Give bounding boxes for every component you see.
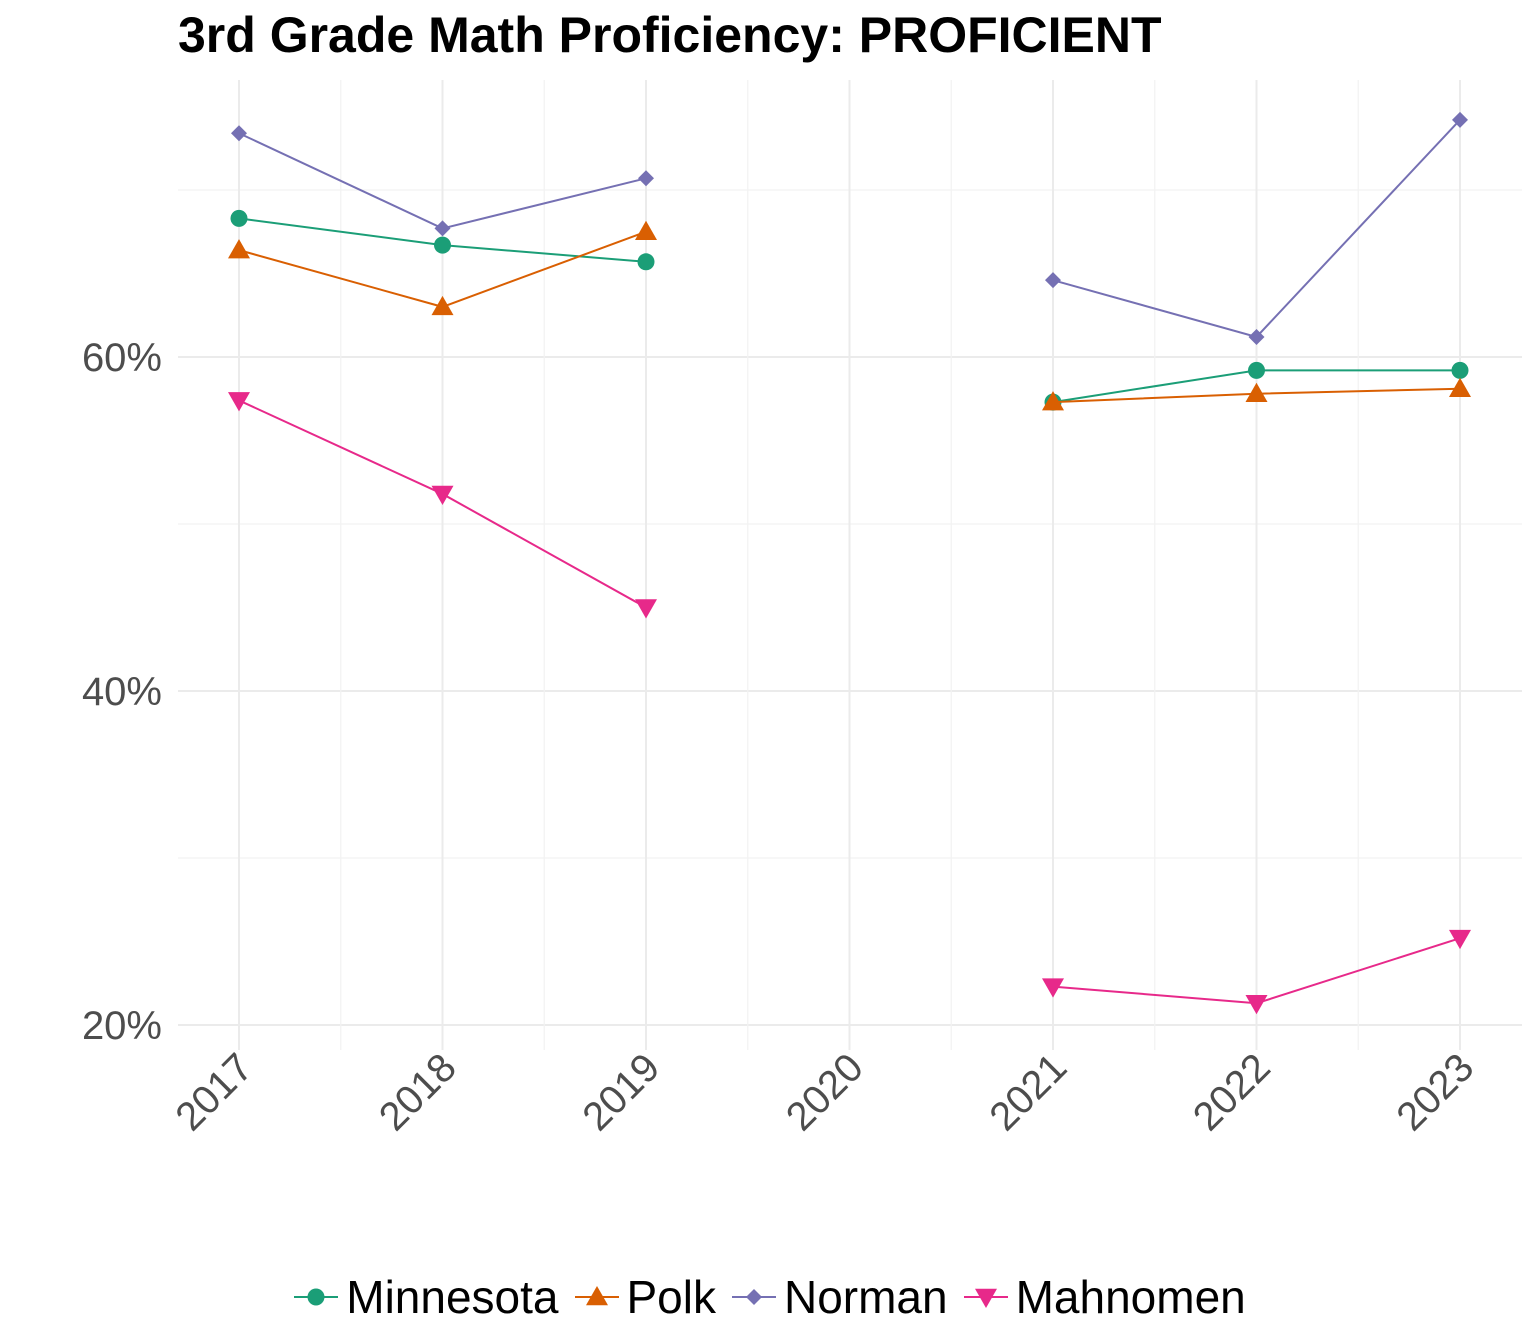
data-point-polk [431,295,454,316]
series-mahnomen [228,392,1471,1015]
data-point-mahnomen [635,599,657,619]
x-tick-label: 2018 [371,1045,465,1139]
legend-label: Polk [626,1271,716,1323]
series-polk [228,220,1471,411]
data-point-norman [1452,111,1468,128]
data-point-mahnomen [228,392,250,412]
data-point-minnesota [434,236,451,254]
data-point-norman [638,170,654,187]
data-point-mahnomen [1449,929,1471,950]
data-point-norman [434,220,451,237]
data-point-mahnomen [1245,995,1268,1015]
y-tick-label: 60% [82,336,162,380]
legend-label: Mahnomen [1015,1271,1246,1323]
legend-item-polk: Polk [571,1270,716,1324]
data-point-mahnomen [431,485,454,505]
legend-item-minnesota: Minnesota [290,1270,559,1324]
data-point-polk [1245,382,1268,402]
legend-label: Norman [783,1271,948,1323]
legend-label: Minnesota [346,1271,559,1323]
y-axis-ticks: 20% 40% 60% [82,336,162,1048]
data-point-minnesota [230,209,248,227]
series-norman [231,111,1468,345]
x-tick-label: 2020 [778,1045,872,1139]
x-tick-label: 2017 [167,1045,261,1139]
data-point-polk [635,220,657,240]
data-point-polk [1042,391,1064,411]
legend-item-mahnomen: Mahnomen [960,1270,1246,1324]
chart-title: 3rd Grade Math Proficiency: PROFICIENT [178,7,1162,63]
legend-key-minnesota [294,1288,339,1306]
data-point-minnesota [1248,361,1265,379]
data-point-norman [1045,272,1061,289]
y-tick-label: 20% [82,1004,162,1048]
series-layer [228,111,1471,1015]
x-tick-label: 2023 [1388,1045,1482,1139]
data-point-polk [228,239,250,259]
data-point-minnesota [1451,361,1469,379]
x-axis-ticks: 2017 2018 2019 2020 2021 2022 2023 [167,1045,1482,1139]
data-point-norman [1248,328,1265,345]
data-point-mahnomen [1042,978,1064,998]
legend-key-polk [574,1286,619,1306]
legend: Minnesota Polk Norman Mahnomen [0,1262,1536,1332]
legend-key-mahnomen [963,1288,1008,1308]
y-tick-label: 40% [82,670,162,714]
data-point-polk [1449,377,1471,397]
data-point-minnesota [637,253,655,271]
x-tick-label: 2019 [574,1045,668,1139]
legend-item-norman: Norman [728,1270,948,1324]
data-point-norman [231,125,247,142]
line-chart-plot: 20% 40% 60% 2017 2018 2019 2020 2021 2022 2023 [82,80,1522,1139]
grid-lines [178,80,1522,1050]
x-tick-label: 2021 [981,1045,1075,1139]
x-tick-label: 2022 [1185,1045,1279,1139]
legend-key-norman [731,1289,776,1305]
